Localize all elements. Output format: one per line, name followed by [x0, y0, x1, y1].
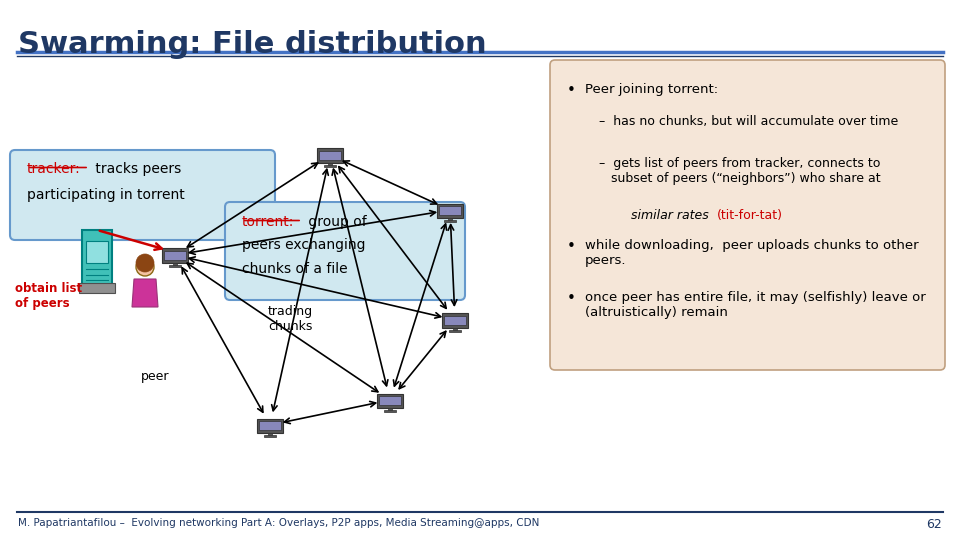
Bar — [444, 220, 456, 222]
Bar — [320, 151, 341, 160]
Text: chunks of a file: chunks of a file — [242, 262, 348, 276]
Text: once peer has entire file, it may (selfishly) leave or
(altruistically) remain: once peer has entire file, it may (selfi… — [585, 291, 925, 319]
Circle shape — [136, 254, 154, 272]
Bar — [317, 148, 343, 163]
Bar — [264, 435, 276, 437]
Text: •: • — [567, 83, 576, 98]
FancyBboxPatch shape — [225, 202, 465, 300]
Text: Swarming: File distribution: Swarming: File distribution — [18, 30, 487, 59]
Text: Peer joining torrent:: Peer joining torrent: — [585, 83, 718, 96]
Text: 62: 62 — [926, 518, 942, 531]
Text: (tit-for-tat): (tit-for-tat) — [717, 209, 783, 222]
Bar — [269, 433, 272, 436]
Bar — [257, 418, 283, 433]
Text: tracker:: tracker: — [27, 162, 81, 176]
Bar — [324, 165, 336, 167]
Text: •: • — [567, 239, 576, 254]
Bar — [379, 396, 400, 406]
Text: M. Papatriantafilou –  Evolving networking Part A: Overlays, P2P apps, Media Str: M. Papatriantafilou – Evolving networkin… — [18, 518, 540, 528]
Bar — [162, 248, 188, 263]
Bar — [79, 283, 115, 293]
Bar — [444, 316, 466, 326]
Text: obtain list
of peers: obtain list of peers — [15, 282, 83, 310]
Bar — [442, 314, 468, 328]
Text: participating in torrent: participating in torrent — [27, 188, 184, 202]
Bar — [86, 241, 108, 263]
Polygon shape — [132, 279, 158, 307]
Bar — [174, 263, 177, 266]
Bar — [384, 410, 396, 412]
Bar — [82, 230, 112, 285]
Text: tracks peers: tracks peers — [91, 162, 181, 176]
Bar — [453, 328, 457, 330]
Bar — [328, 163, 331, 166]
Bar — [389, 408, 392, 410]
Circle shape — [136, 258, 154, 276]
FancyBboxPatch shape — [550, 60, 945, 370]
Bar — [440, 206, 461, 215]
Text: group of: group of — [304, 215, 367, 229]
FancyBboxPatch shape — [10, 150, 275, 240]
Text: peers exchanging: peers exchanging — [242, 238, 366, 252]
Text: torrent:: torrent: — [242, 215, 295, 229]
Text: trading
chunks: trading chunks — [268, 305, 313, 333]
Text: while downloading,  peer uploads chunks to other
peers.: while downloading, peer uploads chunks t… — [585, 239, 919, 267]
Text: –  has no chunks, but will accumulate over time: – has no chunks, but will accumulate ove… — [599, 115, 899, 128]
Text: –  gets list of peers from tracker, connects to
   subset of peers (“neighbors”): – gets list of peers from tracker, conne… — [599, 157, 880, 185]
Text: peer: peer — [141, 370, 169, 383]
Text: similar rates: similar rates — [619, 209, 708, 222]
Bar — [259, 421, 280, 430]
Text: •: • — [567, 291, 576, 306]
Bar — [377, 394, 403, 408]
Bar — [164, 251, 185, 260]
Bar — [169, 265, 180, 267]
Bar — [449, 330, 461, 332]
Bar — [448, 218, 451, 221]
Bar — [437, 204, 463, 218]
